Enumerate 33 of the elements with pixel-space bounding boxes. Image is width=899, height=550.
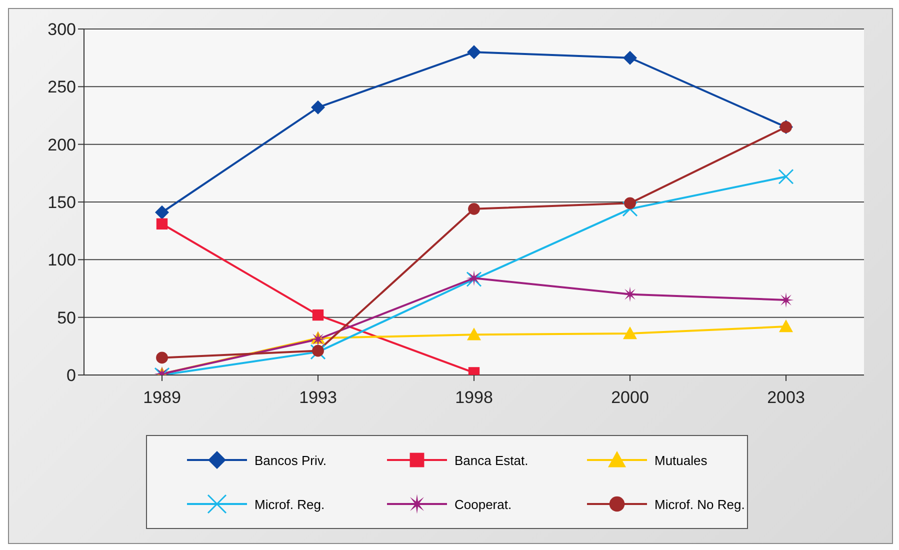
y-tick-label: 300 (48, 20, 76, 40)
point (155, 205, 169, 220)
point (624, 197, 636, 210)
point (467, 328, 481, 340)
x-tick-label: 2000 (611, 388, 649, 408)
x-tick-label: 2003 (767, 388, 805, 408)
legend-label: Cooperat. (454, 496, 512, 512)
point (468, 202, 480, 215)
y-tick-label: 150 (48, 193, 76, 212)
y-tick-label: 250 (48, 78, 76, 97)
x-tick-label: 1993 (299, 388, 337, 408)
x-tick-label: 1998 (455, 388, 493, 408)
y-tick-label: 200 (48, 135, 76, 154)
point (779, 320, 793, 332)
legend-label: Mutuales (654, 452, 708, 468)
legend-label: Bancos Priv. (254, 452, 327, 468)
legend-label: Banca Estat. (454, 452, 528, 468)
legend-label: Microf. No Reg. (654, 496, 745, 512)
point (467, 45, 481, 60)
point (311, 100, 325, 114)
point (312, 309, 324, 321)
point (623, 50, 637, 65)
point (623, 326, 637, 340)
point (156, 218, 168, 230)
y-tick-label: 0 (66, 366, 76, 386)
y-tick-label: 100 (48, 250, 76, 270)
point (156, 352, 168, 364)
point (310, 332, 326, 347)
x-tick-label: 1989 (143, 388, 181, 408)
legend-label: Microf. Reg. (254, 496, 325, 512)
point (312, 344, 324, 357)
y-tick-label: 50 (57, 308, 76, 328)
point (778, 168, 794, 184)
